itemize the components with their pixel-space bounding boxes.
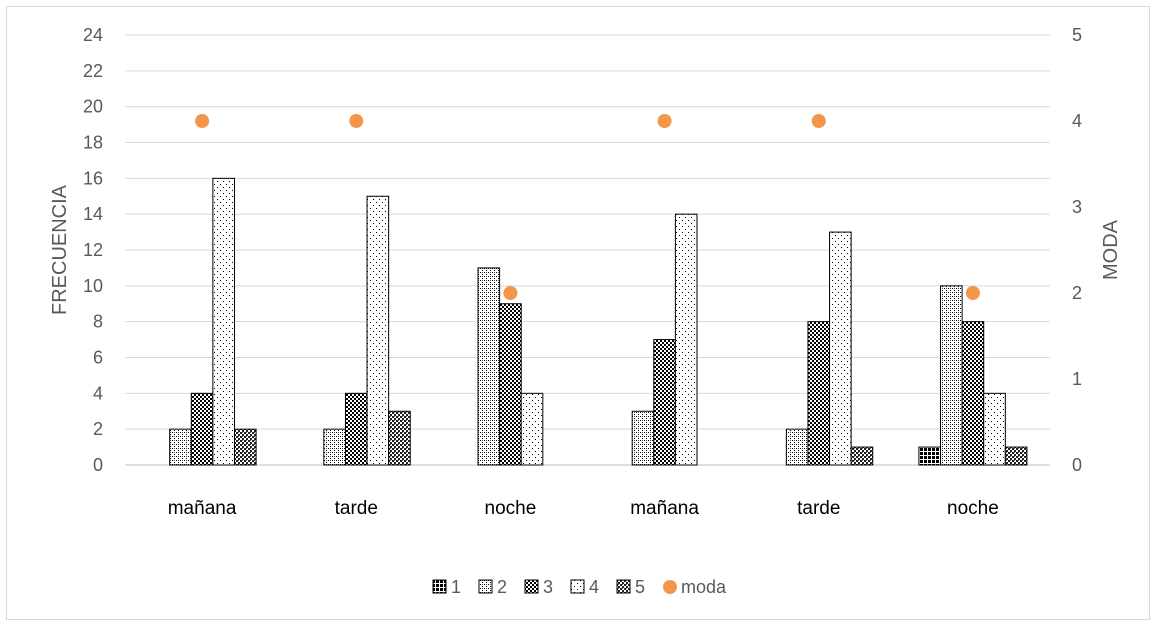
legend-swatch-4: [570, 579, 585, 594]
moda-marker: [811, 114, 826, 128]
category-label: noche: [485, 498, 537, 519]
bar-series-4: [520, 392, 544, 466]
category-label: tarde: [335, 498, 378, 519]
legend-swatch-moda: [663, 580, 677, 594]
legend-swatch-5: [616, 579, 631, 594]
legend-label: 2: [497, 577, 507, 597]
y-tick-label: 6: [93, 348, 103, 368]
bar-series-3: [653, 339, 676, 466]
moda-marker: [349, 114, 364, 128]
legend-swatch-1: [432, 579, 447, 594]
bar-series-3: [190, 392, 214, 466]
bar-series-4: [212, 177, 235, 466]
legend-swatch-3: [524, 579, 539, 594]
category-labels: mañana tarde noche mañana tarde noche: [168, 498, 999, 519]
legend-label: 5: [635, 577, 645, 597]
y-tick-label: 2: [93, 419, 103, 439]
legend-label: 3: [543, 577, 553, 597]
y-tick-label: 22: [83, 61, 103, 81]
bar-series-4: [366, 195, 390, 466]
y-tick-label: 16: [83, 168, 103, 188]
legend-label: moda: [681, 577, 727, 597]
category-label: tarde: [797, 498, 840, 519]
bar-series-2: [323, 428, 346, 466]
y-tick-label: 20: [83, 97, 103, 117]
y2-tick-label: 1: [1072, 369, 1082, 389]
moda-marker: [503, 286, 518, 300]
bar-series-5: [233, 428, 257, 466]
y-tick-label: 0: [93, 455, 103, 475]
legend-label: 4: [589, 577, 599, 597]
bar-series-2: [940, 285, 963, 466]
bar-series-2: [169, 428, 192, 466]
y-tick-label: 18: [83, 133, 103, 153]
y-axis-title: FRECUENCIA: [49, 184, 71, 315]
legend: 1 2 3 4 5 moda: [432, 577, 727, 597]
category-label: mañana: [630, 498, 699, 519]
bar-series-5: [1004, 446, 1028, 466]
legend-swatch-2: [478, 579, 493, 594]
bar-series-4: [674, 213, 698, 466]
moda-markers: [195, 114, 980, 300]
bar-series-3: [344, 392, 368, 466]
legend-label: 1: [451, 577, 461, 597]
bar-series-5: [388, 410, 411, 466]
y-tick-label: 14: [83, 204, 103, 224]
y2-tick-label: 3: [1072, 197, 1082, 217]
bar-series-2: [785, 428, 809, 466]
y2-tick-label: 4: [1072, 111, 1082, 131]
gridlines: [125, 34, 1050, 466]
y2-axis-title: MODA: [1100, 219, 1122, 280]
bar-series-5: [850, 446, 874, 466]
bar-series-2: [477, 267, 501, 466]
y2-tick-label: 0: [1072, 455, 1082, 475]
category-label: mañana: [168, 498, 237, 519]
y2-tick-label: 2: [1072, 283, 1082, 303]
y2-axis-ticks: 0 1 2 3 4 5: [1072, 25, 1082, 475]
y-tick-label: 8: [93, 312, 103, 332]
y2-tick-label: 5: [1072, 25, 1082, 45]
moda-marker: [657, 114, 672, 128]
moda-marker: [195, 114, 210, 128]
bar-series-3: [499, 303, 522, 466]
category-label: noche: [947, 498, 999, 519]
bar-series-4: [829, 231, 852, 466]
bar-series-3: [961, 321, 985, 466]
moda-marker: [965, 286, 980, 300]
bar-series-1: [918, 446, 942, 466]
y-tick-label: 10: [83, 276, 103, 296]
y-tick-label: 12: [83, 240, 103, 260]
bar-series-3: [807, 321, 831, 466]
bar-series-2: [631, 410, 655, 466]
bar-series-4: [983, 392, 1006, 466]
y-tick-label: 4: [93, 383, 103, 403]
bars: [169, 177, 1028, 466]
y-tick-label: 24: [83, 25, 103, 45]
